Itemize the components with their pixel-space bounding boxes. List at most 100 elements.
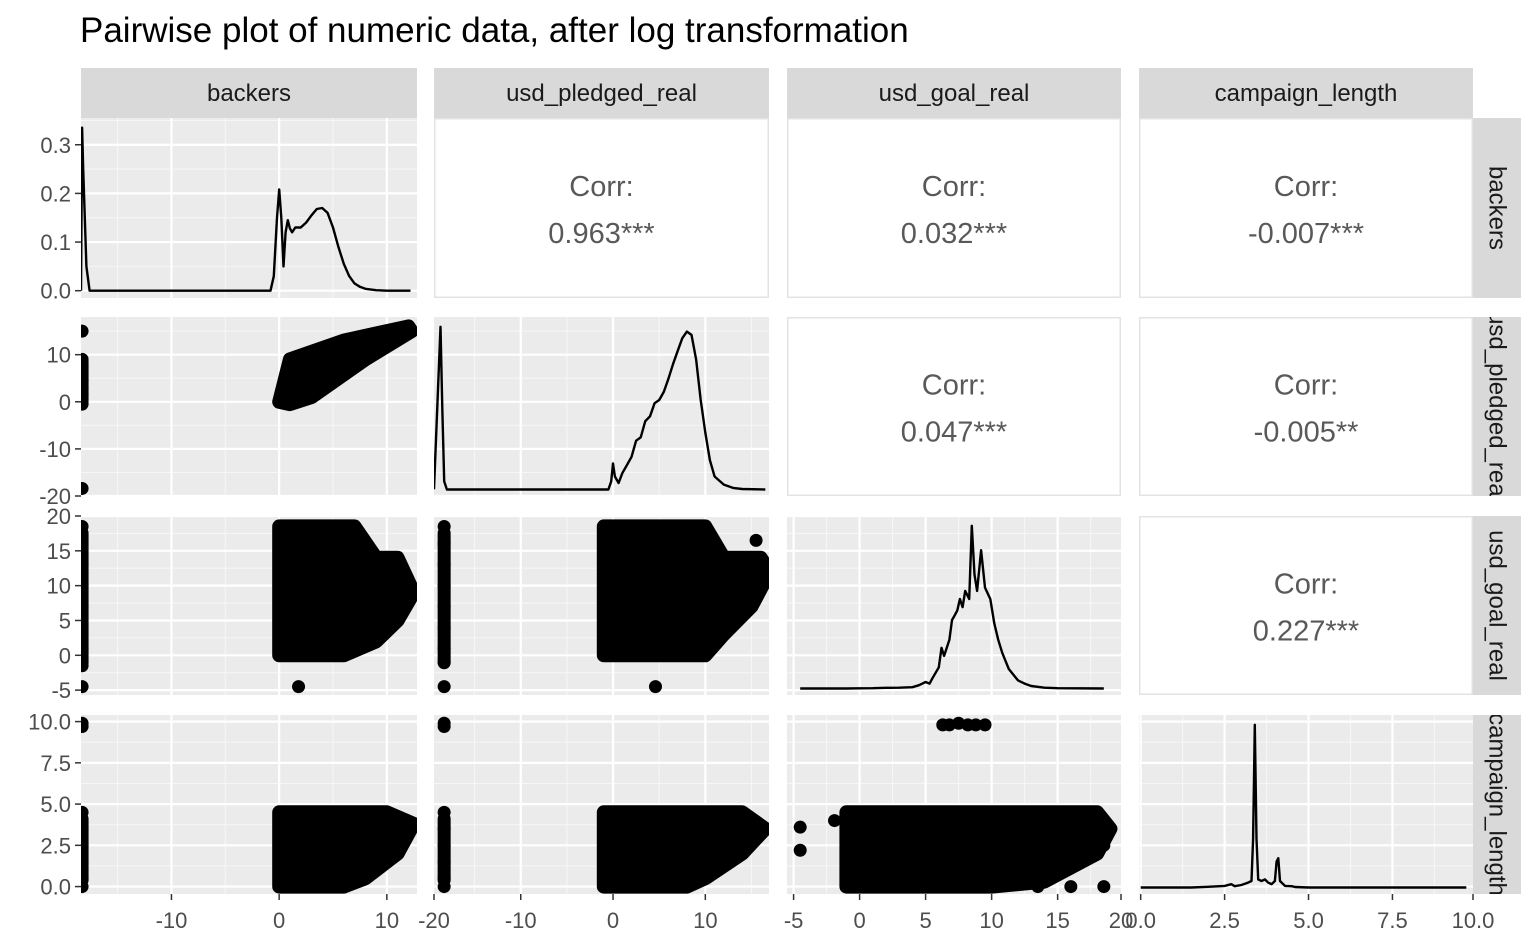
x-tick-label: 0 — [853, 908, 865, 933]
y-tick-label: 7.5 — [40, 751, 71, 776]
strip-top-bg — [787, 68, 1121, 118]
scatter-point — [1031, 880, 1045, 894]
panel-2-3: Corr: 0.227*** — [1139, 516, 1473, 695]
strip-top-usd_goal_real: usd_goal_real — [787, 68, 1121, 118]
strip-top-usd_pledged_real: usd_pledged_real — [434, 68, 769, 118]
strip-top-bg — [434, 68, 769, 118]
scatter-cloud-usd_pledged_real-campaign_length — [596, 805, 769, 894]
y-tick-label: 5 — [59, 608, 71, 633]
strip-right-usd_pledged_real: usd_pledged_real — [1473, 311, 1521, 502]
scatter-point — [1097, 838, 1111, 852]
x-tick-label: 10 — [375, 908, 399, 933]
corr-label: Corr: — [922, 171, 986, 203]
strip-top-bg — [81, 68, 417, 118]
y-tick-label: -5 — [51, 678, 71, 703]
corr-value: -0.007*** — [1248, 218, 1364, 250]
scatter-point — [385, 568, 399, 582]
panel-3-1 — [434, 715, 769, 894]
panel-1-2: Corr: 0.047*** — [787, 317, 1121, 496]
x-tick-label: 10 — [693, 908, 717, 933]
x-tick-label: 5 — [919, 908, 931, 933]
scatter-point — [340, 544, 354, 558]
scatter-point — [364, 631, 378, 645]
panel-0-3: Corr: -0.007*** — [1139, 118, 1473, 298]
corr-value: 0.963*** — [548, 218, 654, 250]
y-tick-label: 0.0 — [40, 279, 71, 304]
x-tick-label: 10 — [979, 908, 1003, 933]
scatter-point — [648, 680, 662, 694]
scatter-cloud-backers-usd_pledged_real — [272, 319, 417, 412]
panel-0-2: Corr: 0.032*** — [787, 118, 1121, 298]
x-tick-label: 10.0 — [1452, 908, 1495, 933]
scatter-point — [1064, 880, 1078, 894]
density-curve-campaign_length — [1140, 723, 1467, 889]
scatter-point — [793, 820, 807, 834]
y-tick-label: 5.0 — [40, 792, 71, 817]
x-tick-label: 20 — [1109, 908, 1133, 933]
corr-value: 0.032*** — [901, 218, 1007, 250]
strip-top-backers: backers — [81, 68, 417, 118]
y-tick-label: 0.3 — [40, 133, 71, 158]
strip-right-bg — [1473, 317, 1521, 496]
density-curve-usd_goal_real — [800, 524, 1104, 690]
panel-1-3: Corr: -0.005** — [1139, 317, 1473, 496]
scatter-cloud-usd_pledged_real-usd_goal_real — [596, 519, 769, 663]
corr-label: Corr: — [1274, 171, 1338, 203]
corr-panel-bg — [787, 118, 1121, 298]
scatter-point — [81, 481, 89, 495]
strip-top-label: backers — [207, 80, 291, 107]
corr-label: Corr: — [1274, 370, 1338, 402]
strip-top-label: usd_pledged_real — [506, 80, 697, 107]
x-tick-label: -10 — [156, 908, 188, 933]
corr-panel-bg — [434, 118, 769, 298]
panel-2-1 — [434, 516, 769, 695]
scatter-column — [81, 812, 89, 887]
x-tick-label: -10 — [505, 908, 537, 933]
y-tick-label: 0.0 — [40, 875, 71, 900]
x-tick-label: 0 — [273, 908, 285, 933]
scatter-point — [842, 820, 856, 834]
strip-right-label: usd_pledged_real — [1484, 311, 1511, 502]
panel-0-1: Corr: 0.963*** — [434, 118, 769, 298]
scatter-column — [437, 526, 451, 670]
y-tick-label: -10 — [39, 437, 71, 462]
strip-right-label: campaign_length — [1484, 713, 1511, 896]
strip-right-campaign_length: campaign_length — [1473, 713, 1521, 896]
y-tick-label: 2.5 — [40, 833, 71, 858]
corr-panel-bg — [1139, 118, 1473, 298]
scatter-point — [81, 680, 89, 694]
corr-value: 0.047*** — [901, 417, 1007, 449]
y-tick-label: 15 — [47, 539, 71, 564]
x-tick-label: -5 — [784, 908, 804, 933]
scatter-point — [749, 533, 763, 547]
scatter-column — [437, 812, 451, 887]
y-tick-label: 10.0 — [28, 710, 71, 735]
strip-top-label: usd_goal_real — [879, 80, 1030, 107]
scatter-cloud-backers-usd_goal_real — [272, 519, 417, 663]
strip-right-bg — [1473, 516, 1521, 695]
density-curve-usd_pledged_real — [434, 325, 766, 491]
scatter-point — [437, 716, 451, 730]
x-tick-label: 2.5 — [1209, 908, 1240, 933]
corr-panel-bg — [1139, 317, 1473, 496]
y-tick-label: 20 — [47, 504, 71, 529]
strip-right-label: backers — [1484, 166, 1511, 250]
y-tick-label: 0.1 — [40, 230, 71, 255]
scatter-column — [81, 526, 89, 670]
strip-top-bg — [1139, 68, 1473, 118]
panel-bg — [787, 516, 1121, 695]
scatter-point — [81, 324, 89, 338]
y-tick-label: 0 — [59, 390, 71, 415]
panel-0-0 — [81, 118, 417, 298]
strip-top-campaign_length: campaign_length — [1139, 68, 1473, 118]
strip-right-usd_goal_real: usd_goal_real — [1473, 516, 1521, 695]
scatter-point — [437, 680, 451, 694]
panel-grid: backers usd_pledged_real usd_goal_real camp… — [28, 68, 1521, 933]
scatter-point — [969, 718, 983, 732]
scatter-point — [710, 631, 724, 645]
panel-2-2 — [787, 516, 1121, 695]
scatter-column — [81, 354, 89, 407]
strip-right-bg — [1473, 118, 1521, 298]
panel-3-2 — [787, 715, 1121, 894]
scatter-cloud-backers-campaign_length — [272, 805, 417, 894]
